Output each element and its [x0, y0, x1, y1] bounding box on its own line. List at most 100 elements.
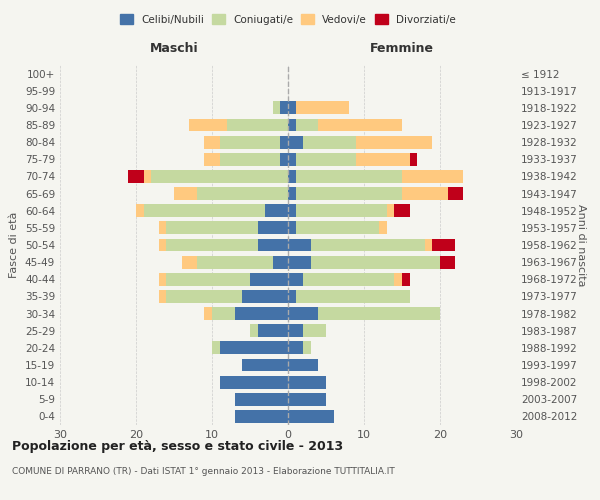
Bar	[296, 118, 319, 132]
Text: Maschi: Maschi	[149, 42, 199, 54]
Bar	[250, 273, 288, 285]
Bar	[288, 136, 303, 148]
Bar	[296, 204, 387, 217]
Bar	[174, 187, 197, 200]
Bar	[296, 290, 410, 303]
Bar	[387, 204, 394, 217]
Bar	[205, 153, 220, 166]
Bar	[288, 238, 311, 252]
Bar	[311, 256, 440, 268]
Bar	[280, 102, 288, 114]
Bar	[356, 136, 433, 148]
Bar	[296, 187, 402, 200]
Bar	[166, 222, 257, 234]
Bar	[433, 238, 455, 252]
Bar	[296, 170, 402, 183]
Bar	[288, 187, 296, 200]
Text: Popolazione per età, sesso e stato civile - 2013: Popolazione per età, sesso e stato civil…	[12, 440, 343, 453]
Bar	[288, 102, 296, 114]
Bar	[128, 170, 143, 183]
Bar	[379, 222, 387, 234]
Bar	[288, 290, 296, 303]
Bar	[288, 342, 303, 354]
Y-axis label: Fasce di età: Fasce di età	[10, 212, 19, 278]
Text: COMUNE DI PARRANO (TR) - Dati ISTAT 1° gennaio 2013 - Elaborazione TUTTITALIA.IT: COMUNE DI PARRANO (TR) - Dati ISTAT 1° g…	[12, 468, 395, 476]
Bar	[394, 273, 402, 285]
Bar	[288, 273, 303, 285]
Bar	[296, 222, 379, 234]
Bar	[143, 170, 151, 183]
Bar	[288, 307, 319, 320]
Bar	[288, 376, 326, 388]
Bar	[235, 393, 288, 406]
Bar	[410, 153, 417, 166]
Bar	[273, 102, 280, 114]
Bar	[273, 256, 288, 268]
Bar	[303, 324, 326, 337]
Bar	[212, 342, 220, 354]
Bar	[220, 376, 288, 388]
Bar	[288, 222, 296, 234]
Bar	[182, 256, 197, 268]
Bar	[288, 393, 326, 406]
Text: Femmine: Femmine	[370, 42, 434, 54]
Bar	[288, 204, 296, 217]
Bar	[288, 324, 303, 337]
Bar	[159, 290, 166, 303]
Bar	[319, 307, 440, 320]
Legend: Celibi/Nubili, Coniugati/e, Vedovi/e, Divorziati/e: Celibi/Nubili, Coniugati/e, Vedovi/e, Di…	[116, 10, 460, 29]
Bar	[159, 222, 166, 234]
Bar	[288, 358, 319, 372]
Bar	[288, 256, 311, 268]
Bar	[166, 273, 250, 285]
Bar	[220, 342, 288, 354]
Bar	[220, 136, 280, 148]
Bar	[197, 187, 288, 200]
Bar	[242, 358, 288, 372]
Bar	[280, 136, 288, 148]
Bar	[250, 324, 257, 337]
Bar	[303, 136, 356, 148]
Bar	[356, 153, 410, 166]
Bar	[235, 410, 288, 423]
Bar	[303, 342, 311, 354]
Bar	[166, 238, 257, 252]
Bar	[440, 256, 455, 268]
Bar	[265, 204, 288, 217]
Bar	[212, 307, 235, 320]
Bar	[402, 273, 410, 285]
Y-axis label: Anni di nascita: Anni di nascita	[576, 204, 586, 286]
Bar	[205, 307, 212, 320]
Bar	[220, 153, 280, 166]
Bar	[257, 222, 288, 234]
Bar	[296, 102, 349, 114]
Bar	[448, 187, 463, 200]
Bar	[159, 273, 166, 285]
Bar	[257, 238, 288, 252]
Bar	[257, 324, 288, 337]
Bar	[205, 136, 220, 148]
Bar	[136, 204, 143, 217]
Bar	[288, 118, 296, 132]
Bar	[296, 153, 356, 166]
Bar	[242, 290, 288, 303]
Bar	[319, 118, 402, 132]
Bar	[280, 153, 288, 166]
Bar	[288, 410, 334, 423]
Bar	[303, 273, 394, 285]
Bar	[143, 204, 265, 217]
Bar	[402, 170, 463, 183]
Bar	[394, 204, 410, 217]
Bar	[402, 187, 448, 200]
Bar	[166, 290, 242, 303]
Bar	[227, 118, 288, 132]
Bar	[288, 170, 296, 183]
Bar	[425, 238, 433, 252]
Bar	[189, 118, 227, 132]
Bar	[197, 256, 273, 268]
Bar	[235, 307, 288, 320]
Bar	[311, 238, 425, 252]
Bar	[151, 170, 288, 183]
Bar	[159, 238, 166, 252]
Bar	[288, 153, 296, 166]
